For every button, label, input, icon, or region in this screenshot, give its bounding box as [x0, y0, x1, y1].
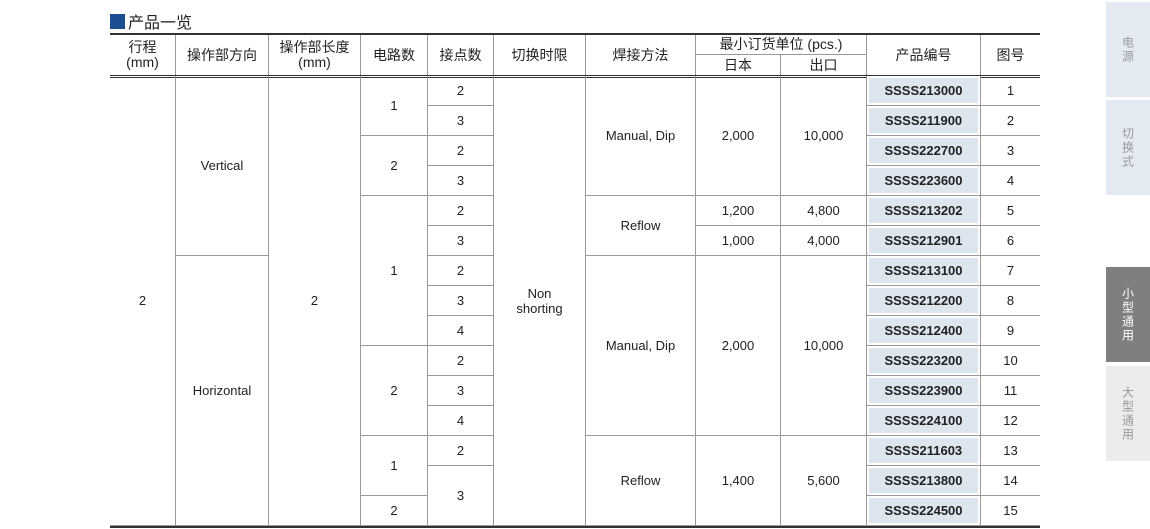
cell-circuits: 1: [360, 196, 427, 346]
sidebar-tab[interactable]: 大型通用: [1106, 366, 1150, 461]
header-soldering: 焊接方法: [585, 35, 695, 75]
cell-circuits: 2: [360, 346, 427, 436]
header-stroke: 行程 (mm): [126, 39, 159, 70]
section-title-text: 产品一览: [128, 15, 193, 32]
cell-contacts: 3: [427, 286, 493, 316]
cell-contacts: 3: [427, 226, 493, 256]
cell-direction: Horizontal: [175, 256, 268, 526]
cell-fig-number: 9: [980, 316, 1040, 346]
cell-fig-number: 3: [980, 136, 1040, 166]
sidebar-tab[interactable]: 小型通用: [1106, 267, 1150, 362]
product-table: 2 Vertical Horizontal 2 1 2 1 2 1 2 2 3 2 3 2 3 2 3 4 2 3 4 2 3…: [110, 76, 1040, 528]
cell-part-number[interactable]: SSSS222700: [866, 136, 980, 166]
cell-fig-number: 15: [980, 496, 1040, 526]
cell-fig-number: 8: [980, 286, 1040, 316]
cell-contacts: 3: [427, 166, 493, 196]
cell-part-number[interactable]: SSSS224100: [866, 406, 980, 436]
sidebar-tab[interactable]: 电源: [1106, 2, 1150, 97]
cell-export-qty: 4,800: [780, 196, 866, 226]
cell-part-number[interactable]: SSSS223600: [866, 166, 980, 196]
cell-part-number[interactable]: SSSS211900: [866, 106, 980, 136]
cell-contacts: 2: [427, 346, 493, 376]
cell-contacts: 3: [427, 376, 493, 406]
cell-part-number[interactable]: SSSS213100: [866, 256, 980, 286]
cell-contacts: 3: [427, 466, 493, 526]
cell-fig-number: 14: [980, 466, 1040, 496]
cell-circuits: 2: [360, 136, 427, 196]
header-circuits: 电路数: [360, 35, 427, 75]
cell-part-number[interactable]: SSSS212200: [866, 286, 980, 316]
cell-fig-number: 2: [980, 106, 1040, 136]
header-contacts: 接点数: [427, 35, 493, 75]
cell-export-qty: 10,000: [780, 256, 866, 436]
header-japan: 日本: [695, 55, 780, 75]
cell-soldering: Manual, Dip: [585, 256, 695, 436]
cell-japan-qty: 1,400: [695, 436, 780, 526]
cell-part-number[interactable]: SSSS223200: [866, 346, 980, 376]
cell-fig-number: 5: [980, 196, 1040, 226]
cell-japan-qty: 2,000: [695, 256, 780, 436]
cell-fig-number: 11: [980, 376, 1040, 406]
cell-contacts: 4: [427, 406, 493, 436]
cell-contacts: 2: [427, 136, 493, 166]
cell-export-qty: 5,600: [780, 436, 866, 526]
cell-contacts: 2: [427, 436, 493, 466]
header-fig-no: 图号: [980, 35, 1040, 75]
cell-contacts: 3: [427, 106, 493, 136]
cell-stroke: 2: [110, 76, 175, 526]
cell-contacts: 2: [427, 256, 493, 286]
cell-soldering: Reflow: [585, 436, 695, 526]
header-timing: 切换时限: [493, 35, 585, 75]
section-title: 产品一览: [110, 9, 192, 33]
cell-circuits: 1: [360, 436, 427, 496]
header-export: 出口: [780, 55, 866, 75]
cell-fig-number: 12: [980, 406, 1040, 436]
cell-fig-number: 6: [980, 226, 1040, 256]
sidebar-tab[interactable]: 切换式: [1106, 100, 1150, 195]
cell-part-number[interactable]: SSSS213000: [866, 76, 980, 106]
cell-soldering: Reflow: [585, 196, 695, 256]
cell-fig-number: 13: [980, 436, 1040, 466]
cell-japan-qty: 1,200: [695, 196, 780, 226]
table-header: 行程 (mm) 操作部方向 操作部长度 (mm) 电路数 接点数 切换时限 焊接…: [110, 33, 1040, 78]
cell-part-number[interactable]: SSSS212901: [866, 226, 980, 256]
header-min-unit: 最小订货单位 (pcs.): [695, 35, 866, 55]
cell-japan-qty: 2,000: [695, 76, 780, 196]
cell-part-number[interactable]: SSSS223900: [866, 376, 980, 406]
header-length: 操作部长度 (mm): [268, 35, 360, 75]
cell-japan-qty: 1,000: [695, 226, 780, 256]
cell-fig-number: 4: [980, 166, 1040, 196]
cell-length: 2: [268, 76, 360, 526]
cell-timing: Non shorting: [493, 76, 585, 526]
header-direction: 操作部方向: [175, 35, 268, 75]
cell-circuits: 1: [360, 76, 427, 136]
cell-contacts: 4: [427, 316, 493, 346]
header-part-no: 产品编号: [866, 35, 980, 75]
cell-part-number[interactable]: SSSS211603: [866, 436, 980, 466]
cell-export-qty: 10,000: [780, 76, 866, 196]
cell-contacts: 2: [427, 196, 493, 226]
cell-soldering: Manual, Dip: [585, 76, 695, 196]
title-square-icon: [110, 13, 125, 29]
cell-part-number[interactable]: SSSS213800: [866, 466, 980, 496]
cell-fig-number: 1: [980, 76, 1040, 106]
cell-circuits: 2: [360, 496, 427, 526]
cell-part-number[interactable]: SSSS213202: [866, 196, 980, 226]
cell-fig-number: 7: [980, 256, 1040, 286]
cell-fig-number: 10: [980, 346, 1040, 376]
cell-contacts: 2: [427, 76, 493, 106]
cell-direction: Vertical: [175, 76, 268, 256]
cell-part-number[interactable]: SSSS224500: [866, 496, 980, 526]
cell-export-qty: 4,000: [780, 226, 866, 256]
cell-part-number[interactable]: SSSS212400: [866, 316, 980, 346]
